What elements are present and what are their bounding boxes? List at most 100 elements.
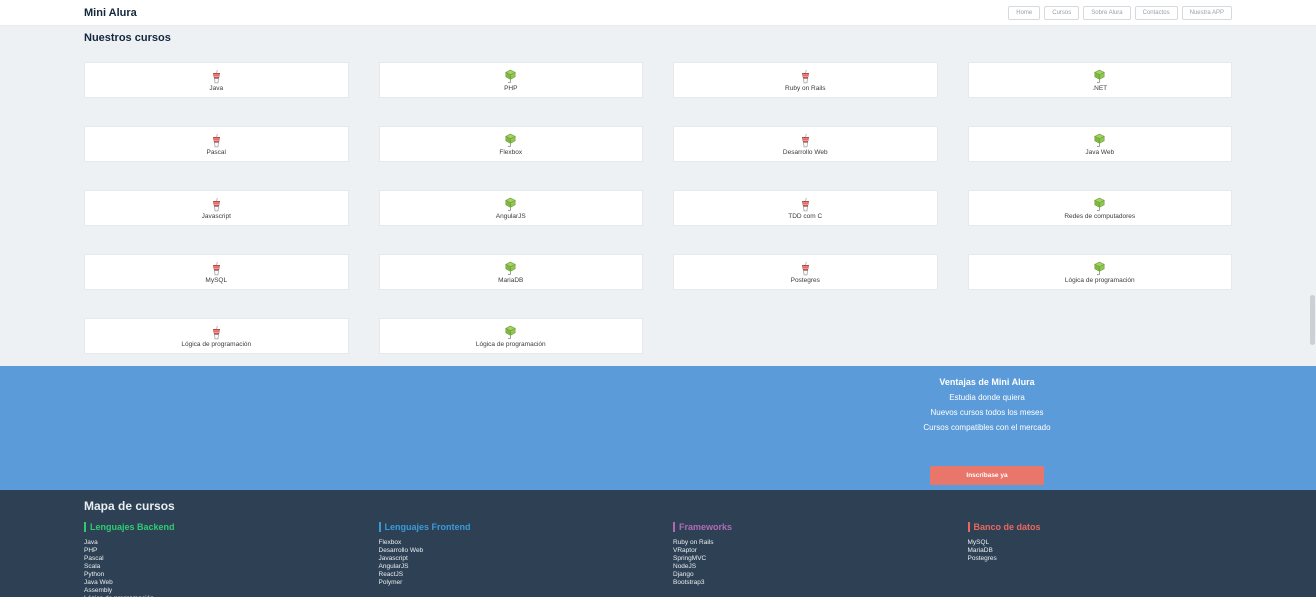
course-label: Lógica de programación	[181, 341, 252, 348]
footer-link-vraptor[interactable]: VRaptor	[673, 547, 697, 554]
course-label: MySQL	[205, 277, 228, 284]
footer-link-scala[interactable]: Scala	[84, 563, 101, 570]
course-label: Lógica de programación	[1064, 277, 1135, 284]
footer: Mapa de cursos Lenguajes Backend Java PHP P…	[0, 490, 1316, 597]
red-cup-icon	[208, 260, 224, 276]
footer-link-list: Java PHP Pascal Scala Python Java Web Assembly…	[84, 539, 349, 597]
course-label: Pascal	[206, 149, 226, 156]
green-box-icon	[1092, 196, 1108, 212]
footer-link-java-web[interactable]: Java Web	[84, 579, 113, 586]
footer-link-reactjs[interactable]: ReactJS	[378, 571, 404, 578]
course-label: Javascript	[201, 213, 231, 220]
course-card-net-4[interactable]: .NET	[967, 62, 1232, 98]
course-label: Postegres	[790, 277, 820, 284]
advantage-item: Estudia donde quiera	[949, 393, 1025, 402]
course-card-logica-de-programacion-17[interactable]: Lógica de programación	[84, 318, 349, 354]
footer-link-php[interactable]: PHP	[84, 547, 98, 554]
footer-link-flexbox[interactable]: Flexbox	[378, 539, 402, 546]
red-cup-icon	[797, 68, 813, 84]
footer-link-nodejs[interactable]: NodeJS	[673, 563, 697, 570]
green-box-icon	[503, 260, 519, 276]
advantages-list: Estudia donde quiera Nuevos cursos todos …	[878, 393, 1096, 432]
course-label: Lógica de programación	[475, 341, 546, 348]
header: Mini Alura Home Cursos Sobre Alura Contacto…	[0, 0, 1316, 26]
course-label: MariaDB	[498, 277, 524, 284]
course-card-ruby-on-rails-3[interactable]: Ruby on Rails	[673, 62, 938, 98]
footer-link-postegres[interactable]: Postegres	[967, 555, 997, 562]
courses-heading: Nuestros cursos	[84, 32, 171, 44]
footer-link-logica-de-programacion[interactable]: Lógica de programación	[84, 595, 349, 597]
red-cup-icon	[208, 132, 224, 148]
footer-link-desarrollo-web[interactable]: Desarrollo Web	[378, 547, 424, 554]
footer-link-bootstrap3[interactable]: Bootstrap3	[673, 579, 705, 586]
footer-column-frameworks: Frameworks Ruby on Rails VRaptor SpringMVC N…	[673, 522, 938, 597]
course-card-pascal-5[interactable]: Pascal	[84, 126, 349, 162]
footer-link-assembly[interactable]: Assembly	[84, 587, 113, 594]
course-card-java-1[interactable]: Java	[84, 62, 349, 98]
advantage-item: Cursos compatibles con el mercado	[923, 423, 1051, 432]
course-label: .NET	[1092, 85, 1108, 92]
course-card-flexbox-6[interactable]: Flexbox	[378, 126, 643, 162]
course-card-mariadb-14[interactable]: MariaDB	[378, 254, 643, 290]
course-card-logica-de-programacion-18[interactable]: Lógica de programación	[378, 318, 643, 354]
green-box-icon	[1092, 132, 1108, 148]
footer-title: Mapa de cursos	[84, 499, 175, 513]
footer-link-pascal[interactable]: Pascal	[84, 555, 104, 562]
footer-column-lenguajes-backend: Lenguajes Backend Java PHP Pascal Scala Pytho…	[84, 522, 349, 597]
course-card-javascript-9[interactable]: Javascript	[84, 190, 349, 226]
green-box-icon	[503, 196, 519, 212]
scrollbar-thumb[interactable]	[1310, 295, 1315, 345]
course-label: Java Web	[1085, 149, 1115, 156]
course-label: Flexbox	[499, 149, 523, 156]
courses-grid: Java PHP Ruby on Rails .NET Pascal Flexbox Des…	[84, 62, 1232, 354]
footer-link-javascript[interactable]: Javascript	[378, 555, 408, 562]
footer-link-django[interactable]: Django	[673, 571, 694, 578]
red-cup-icon	[208, 68, 224, 84]
green-box-icon	[1092, 260, 1108, 276]
course-label: Java	[209, 85, 224, 92]
advantage-item: Nuevos cursos todos los meses	[930, 408, 1044, 417]
advantages-block: Ventajas de Mini Alura Estudia donde qui…	[878, 377, 1096, 485]
app-title: Mini Alura	[84, 6, 137, 19]
advantages-band: Ventajas de Mini Alura Estudia donde qui…	[0, 366, 1316, 490]
course-card-tdd-com-c-11[interactable]: TDD com C	[673, 190, 938, 226]
course-label: Desarrollo Web	[782, 149, 828, 156]
course-card-mysql-13[interactable]: MySQL	[84, 254, 349, 290]
course-card-php-2[interactable]: PHP	[378, 62, 643, 98]
nav-button-sobre-alura[interactable]: Sobre Alura	[1083, 5, 1131, 20]
courses-section: Nuestros cursos Java PHP Ruby on Rails .NET…	[0, 26, 1316, 354]
course-label: AngularJS	[495, 213, 526, 220]
footer-link-java[interactable]: Java	[84, 539, 98, 546]
footer-link-mysql[interactable]: MySQL	[967, 539, 990, 546]
footer-column-heading: Banco de datos	[967, 522, 1233, 532]
nav-button-cursos[interactable]: Cursos	[1044, 5, 1080, 20]
header-nav: Home Cursos Sobre Alura Contactos Nuestra AP…	[1008, 5, 1232, 20]
nav-button-contactos[interactable]: Contactos	[1134, 5, 1178, 20]
course-card-desarrollo-web-7[interactable]: Desarrollo Web	[673, 126, 938, 162]
nav-button-home[interactable]: Home	[1008, 5, 1041, 20]
course-card-postegres-15[interactable]: Postegres	[673, 254, 938, 290]
footer-link-python[interactable]: Python	[84, 571, 105, 578]
advantages-title: Ventajas de Mini Alura	[939, 377, 1035, 387]
course-card-angularjs-10[interactable]: AngularJS	[378, 190, 643, 226]
red-cup-icon	[208, 196, 224, 212]
course-card-logica-de-programacion-16[interactable]: Lógica de programación	[967, 254, 1232, 290]
course-card-redes-de-computadores-12[interactable]: Redes de computadores	[967, 190, 1232, 226]
green-box-icon	[1092, 68, 1108, 84]
enroll-button[interactable]: Inscríbase ya	[930, 466, 1044, 485]
footer-link-polymer[interactable]: Polymer	[378, 579, 403, 586]
footer-link-angularjs[interactable]: AngularJS	[378, 563, 409, 570]
footer-link-mariadb[interactable]: MariaDB	[967, 547, 993, 554]
footer-link-springmvc[interactable]: SpringMVC	[673, 555, 707, 562]
footer-column-heading: Lenguajes Backend	[84, 522, 349, 532]
footer-link-list: MySQL MariaDB Postegres	[968, 539, 1233, 563]
nav-button-nuestra-app[interactable]: Nuestra APP	[1181, 5, 1232, 20]
footer-column-heading: Frameworks	[673, 522, 938, 532]
footer-column-lenguajes-frontend: Lenguajes Frontend Flexbox Desarrollo Web J…	[378, 522, 644, 597]
green-box-icon	[503, 324, 519, 340]
footer-link-ruby-on-rails[interactable]: Ruby on Rails	[673, 539, 714, 546]
course-card-java-web-8[interactable]: Java Web	[967, 126, 1232, 162]
footer-link-list: Flexbox Desarrollo Web Javascript AngularJS…	[379, 539, 644, 587]
course-label: Ruby on Rails	[785, 85, 826, 92]
